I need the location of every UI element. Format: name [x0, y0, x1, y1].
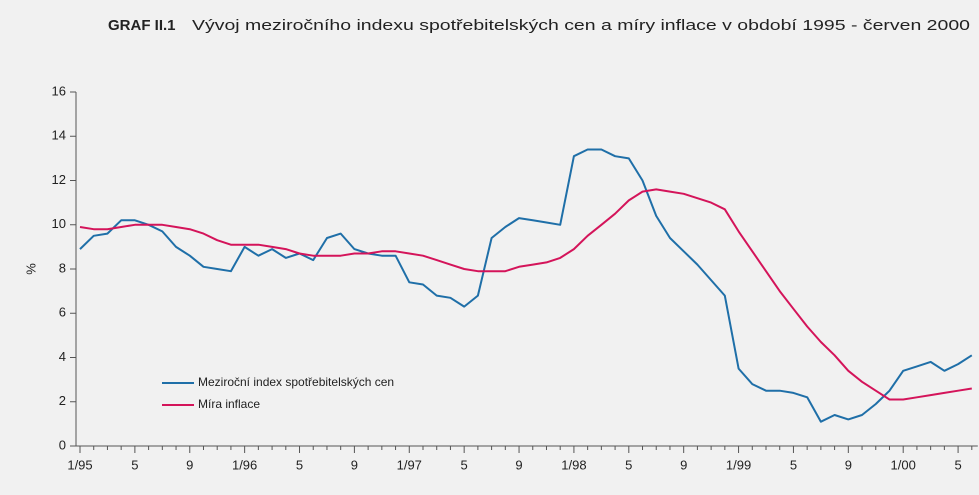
legend-label: Míra inflace: [198, 397, 260, 411]
x-tick-label: 1/98: [561, 457, 586, 472]
x-tick-label: 9: [186, 457, 193, 472]
x-tick-label: 9: [680, 457, 687, 472]
y-tick-label: 12: [52, 172, 66, 187]
y-tick-label: 10: [52, 216, 66, 231]
chart-label: GRAF II.1: [108, 17, 176, 34]
legend-label: Meziroční index spotřebitelských cen: [198, 375, 394, 389]
y-tick-label: 2: [59, 393, 66, 408]
y-tick-label: 8: [59, 260, 66, 275]
x-tick-label: 5: [461, 457, 468, 472]
y-tick-label: 16: [52, 83, 66, 98]
x-tick-label: 1/97: [397, 457, 422, 472]
x-tick-label: 1/96: [232, 457, 257, 472]
x-tick-label: 9: [515, 457, 522, 472]
y-tick-label: 6: [59, 305, 66, 320]
x-tick-label: 1/95: [67, 457, 92, 472]
x-tick-label: 5: [296, 457, 303, 472]
x-tick-label: 9: [351, 457, 358, 472]
y-tick-label: 4: [59, 349, 66, 364]
x-tick-label: 5: [625, 457, 632, 472]
series-line: [79, 148, 973, 423]
x-tick-label: 9: [845, 457, 852, 472]
y-tick-label: 14: [52, 128, 66, 143]
x-tick-label: 1/00: [891, 457, 916, 472]
x-tick-label: 1/99: [726, 457, 751, 472]
y-tick-label: 0: [59, 437, 66, 452]
chart-title: Vývoj meziročního indexu spotřebitelskýc…: [192, 17, 970, 34]
x-tick-label: 5: [131, 457, 138, 472]
x-tick-label: 5: [790, 457, 797, 472]
x-tick-label: 5: [954, 457, 961, 472]
y-axis-label: %: [23, 263, 38, 275]
series-line: [79, 188, 972, 401]
